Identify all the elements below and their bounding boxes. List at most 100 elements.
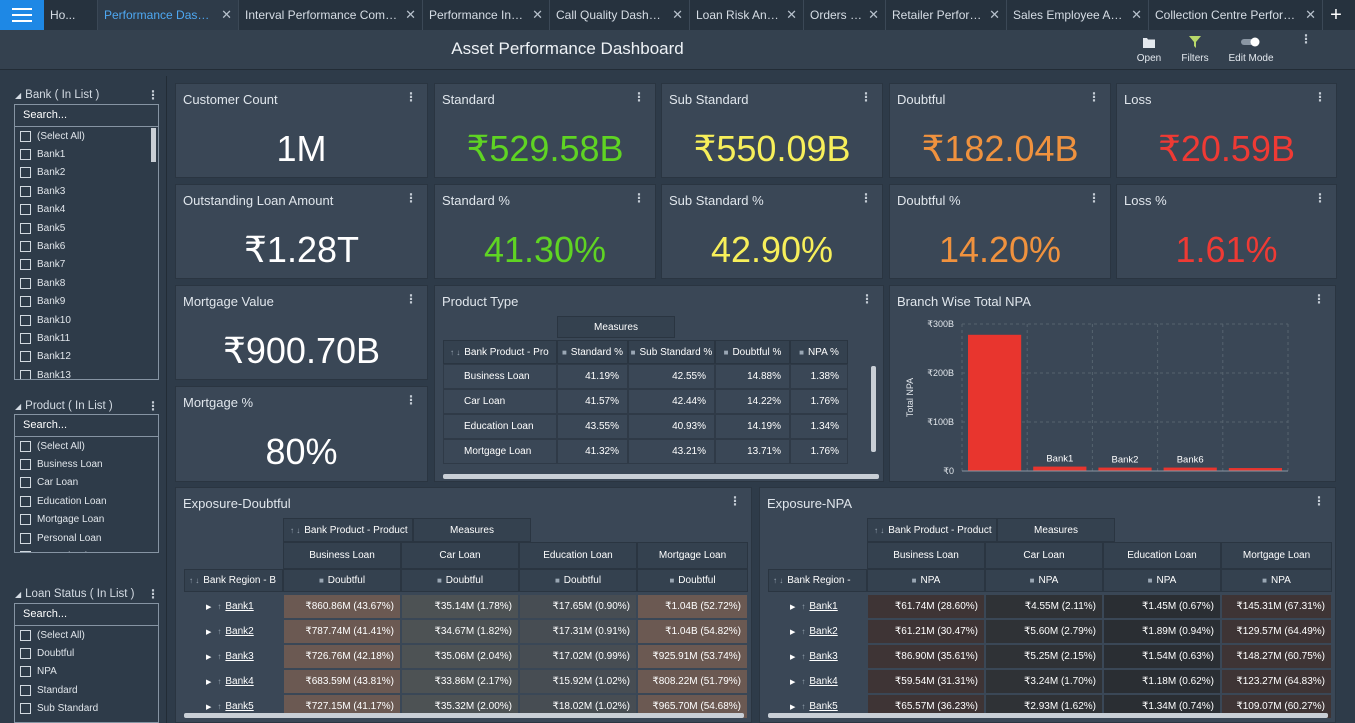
tab-3[interactable]: Performance Insig... ✕ xyxy=(423,0,550,30)
expand-icon[interactable]: ▶ xyxy=(206,603,212,611)
close-tab-icon[interactable]: ✕ xyxy=(1305,7,1316,22)
filter-option[interactable]: Bank10 xyxy=(15,311,158,329)
checkbox[interactable] xyxy=(20,149,31,161)
bank-link[interactable]: Bank5 xyxy=(225,701,254,712)
checkbox[interactable] xyxy=(20,666,31,678)
filter-header-0[interactable]: ◢ Bank ( In List ) ⋮ xyxy=(15,89,159,101)
filter-option[interactable]: Personal Loan xyxy=(15,529,158,547)
bar-3[interactable] xyxy=(1163,467,1217,471)
checkbox[interactable] xyxy=(20,514,31,526)
branch-npa-more-icon[interactable]: ⋮ xyxy=(1313,292,1325,306)
filter-option[interactable]: Sub Standard xyxy=(15,700,158,718)
checkbox[interactable] xyxy=(20,204,31,216)
filter-option[interactable]: Car Loan xyxy=(15,474,158,492)
filter-option[interactable]: Standard xyxy=(15,681,158,699)
product-type-hscrollbar[interactable] xyxy=(443,474,879,479)
column-header[interactable]: ■ Sub Standard % xyxy=(628,340,715,364)
bar-4[interactable] xyxy=(1228,468,1282,471)
product-column-header[interactable]: Education Loan xyxy=(1103,542,1221,569)
kpi-more-icon[interactable]: ⋮ xyxy=(1088,191,1100,205)
bank-link[interactable]: Bank2 xyxy=(809,626,838,637)
header-more-icon[interactable]: ⋮ xyxy=(1300,32,1312,46)
product-column-header[interactable]: Mortgage Loan xyxy=(637,542,748,569)
tab-2[interactable]: Interval Performance Compari... ✕ xyxy=(239,0,423,30)
kpi-more-icon[interactable]: ⋮ xyxy=(860,90,872,104)
close-tab-icon[interactable]: ✕ xyxy=(672,7,683,22)
filter-option[interactable]: Bank9 xyxy=(15,293,158,311)
product-type-vscrollbar[interactable] xyxy=(871,366,876,452)
product-column-header[interactable]: Mortgage Loan xyxy=(1221,542,1332,569)
exposure-doubtful-hscrollbar[interactable] xyxy=(184,713,744,718)
filter-option[interactable]: Bank11 xyxy=(15,329,158,347)
add-tab-button[interactable]: + xyxy=(1330,3,1342,26)
filter-more-icon[interactable]: ⋮ xyxy=(147,587,159,601)
kpi-more-icon[interactable]: ⋮ xyxy=(1088,90,1100,104)
region-header[interactable]: ↑ ↓ Bank Region - B xyxy=(184,569,283,592)
filter-option[interactable]: Education Loan xyxy=(15,492,158,510)
kpi-more-icon[interactable]: ⋮ xyxy=(860,191,872,205)
expand-icon[interactable]: ▶ xyxy=(790,603,796,611)
close-tab-icon[interactable]: ✕ xyxy=(989,7,1000,22)
measure-column-header[interactable]: ■ Doubtful xyxy=(401,569,519,592)
bar-1[interactable] xyxy=(1033,466,1087,471)
filter-search-input[interactable]: Search... xyxy=(15,105,158,127)
kpi-more-icon[interactable]: ⋮ xyxy=(633,90,645,104)
kpi-more-icon[interactable]: ⋮ xyxy=(633,191,645,205)
checkbox[interactable] xyxy=(20,477,31,489)
kpi-more-icon[interactable]: ⋮ xyxy=(1314,90,1326,104)
bank-link[interactable]: Bank2 xyxy=(225,626,254,637)
column-header[interactable]: ■ Standard % xyxy=(557,340,628,364)
filter-option[interactable]: (Select All) xyxy=(15,437,158,455)
filter-option[interactable]: Bank13 xyxy=(15,366,158,379)
measure-column-header[interactable]: ■ Doubtful xyxy=(283,569,401,592)
filter-option[interactable]: Bank6 xyxy=(15,237,158,255)
product-column-header[interactable]: Business Loan xyxy=(283,542,401,569)
open-button[interactable]: Open xyxy=(1124,34,1174,64)
table-row[interactable]: ▶ ↑ Bank1 xyxy=(768,594,867,619)
table-row[interactable]: ▶ ↑ Bank2 xyxy=(768,619,867,644)
measure-column-header[interactable]: ■ NPA xyxy=(985,569,1103,592)
bank-link[interactable]: Bank5 xyxy=(809,701,838,712)
checkbox[interactable] xyxy=(20,648,31,660)
exposure-npa-hscrollbar[interactable] xyxy=(768,713,1328,718)
checkbox[interactable] xyxy=(20,495,31,507)
checkbox[interactable] xyxy=(20,259,31,271)
kpi-more-icon[interactable]: ⋮ xyxy=(405,191,417,205)
exposure-doubtful-more-icon[interactable]: ⋮ xyxy=(729,494,741,508)
checkbox[interactable] xyxy=(20,684,31,696)
checkbox[interactable] xyxy=(20,296,31,308)
checkbox[interactable] xyxy=(20,440,31,452)
kpi-more-icon[interactable]: ⋮ xyxy=(405,292,417,306)
bar-2[interactable] xyxy=(1098,467,1152,471)
bank-link[interactable]: Bank4 xyxy=(809,676,838,687)
bank-link[interactable]: Bank3 xyxy=(225,651,254,662)
bar-0[interactable] xyxy=(968,334,1022,471)
checkbox[interactable] xyxy=(20,277,31,289)
expand-icon[interactable]: ▶ xyxy=(206,703,212,711)
measure-column-header[interactable]: ■ NPA xyxy=(1103,569,1221,592)
close-tab-icon[interactable]: ✕ xyxy=(868,7,879,22)
bank-link[interactable]: Bank3 xyxy=(809,651,838,662)
filter-search-input[interactable]: Search... xyxy=(15,415,158,437)
close-tab-icon[interactable]: ✕ xyxy=(405,7,416,22)
table-row[interactable]: ▶ ↑ Bank3 xyxy=(768,644,867,669)
tab-4[interactable]: Call Quality Dashboar... ✕ xyxy=(550,0,690,30)
filter-option[interactable]: Bank12 xyxy=(15,348,158,366)
table-row[interactable]: ▶ ↑ Bank2 xyxy=(184,619,283,644)
close-tab-icon[interactable]: ✕ xyxy=(1131,7,1142,22)
expand-icon[interactable]: ▶ xyxy=(206,628,212,636)
filter-option[interactable]: Bank8 xyxy=(15,274,158,292)
product-column-header[interactable]: Education Loan xyxy=(519,542,637,569)
checkbox[interactable] xyxy=(20,703,31,715)
filter-option[interactable]: (Select All) xyxy=(15,626,158,644)
expand-icon[interactable]: ▶ xyxy=(790,653,796,661)
column-header[interactable]: ■ Doubtful % xyxy=(715,340,790,364)
tab-0[interactable]: Ho... xyxy=(44,0,98,30)
checkbox[interactable] xyxy=(20,130,31,142)
product-type-more-icon[interactable]: ⋮ xyxy=(861,292,873,306)
region-header[interactable]: ↑ ↓ Bank Region - xyxy=(768,569,867,592)
expand-icon[interactable]: ▶ xyxy=(790,628,796,636)
checkbox[interactable] xyxy=(20,314,31,326)
checkbox[interactable] xyxy=(20,532,31,544)
table-row[interactable]: ▶ ↑ Bank3 xyxy=(184,644,283,669)
